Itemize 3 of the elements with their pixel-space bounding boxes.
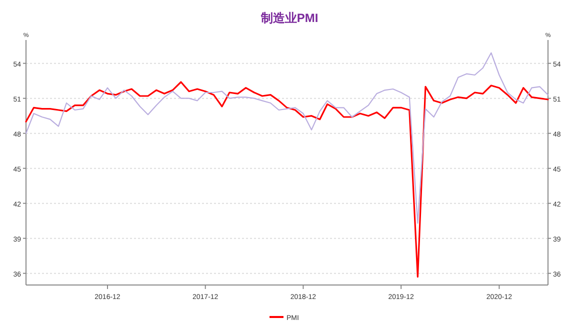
chart-title: 制造业PMI (260, 11, 318, 25)
line-series (25, 52, 549, 224)
line-series (25, 81, 549, 278)
